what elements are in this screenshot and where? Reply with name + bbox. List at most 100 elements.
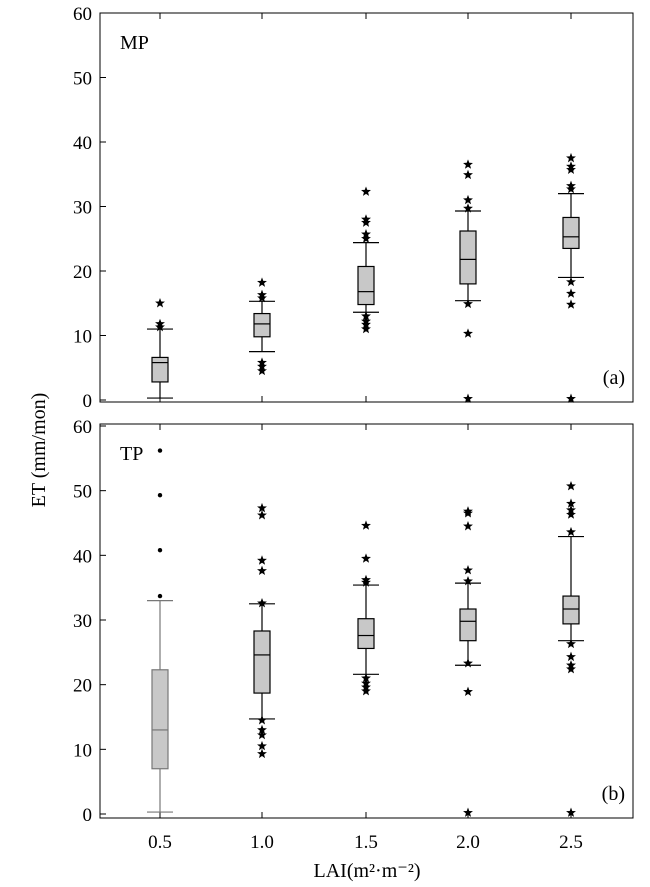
panel-tag: (b)	[602, 783, 625, 805]
outlier-point	[155, 321, 165, 332]
outlier-point	[257, 361, 267, 371]
outlier-point	[361, 319, 371, 329]
box-1.5	[353, 186, 379, 334]
outlier-point	[361, 520, 371, 530]
outlier-point	[566, 504, 576, 515]
y-tick-label: 50	[73, 482, 92, 503]
y-tick-label: 60	[73, 4, 92, 25]
outlier-point	[257, 729, 267, 740]
box-2.5	[558, 152, 584, 403]
outlier-point	[361, 214, 371, 224]
y-tick-label: 30	[73, 198, 92, 219]
box-1.0	[249, 502, 275, 759]
outlier-point	[361, 316, 371, 326]
box-body	[253, 312, 271, 338]
outlier-point	[463, 521, 473, 531]
outlier-point	[257, 357, 267, 367]
outlier-point	[463, 807, 473, 817]
outlier-point	[463, 194, 473, 205]
outlier-point	[155, 318, 165, 329]
y-axis-label: ET (mm/mon)	[28, 393, 50, 508]
x-tick-label: 1.5	[354, 832, 378, 853]
outlier-point	[463, 203, 473, 213]
outlier-point	[257, 292, 267, 303]
outlier-point	[257, 289, 267, 300]
outlier-point	[257, 748, 267, 759]
y-tick-label: 20	[73, 262, 92, 283]
x-tick-labels: 0.5 1.0 1.5 2.0 2.5	[148, 832, 583, 853]
outlier-point	[361, 682, 371, 692]
outlier-point	[361, 678, 371, 688]
box-body	[151, 356, 169, 383]
outlier-point	[257, 715, 267, 725]
outlier-point	[361, 229, 371, 239]
y-tick-label: 20	[73, 676, 92, 697]
outlier-point	[463, 686, 473, 696]
box-body	[253, 630, 271, 694]
y-tick-label: 40	[73, 546, 92, 567]
panel-name: MP	[120, 32, 149, 54]
box-body	[151, 669, 169, 770]
panel-mp: 0 10 20 30 40 50 60 MP (a)	[73, 4, 634, 412]
box-2.0	[455, 159, 481, 403]
outlier-point	[157, 547, 163, 553]
panel-tp: 0 10 20 30 40 50 60 TP (b)	[73, 417, 634, 826]
outlier-point	[361, 233, 371, 243]
outlier-point	[257, 555, 267, 565]
box-body	[562, 216, 580, 250]
outlier-point	[463, 506, 473, 516]
x-axis-label: LAI(m²·m⁻²)	[314, 860, 421, 882]
outlier-point	[566, 393, 576, 403]
box-2.0	[455, 506, 481, 817]
outlier-point	[566, 526, 576, 537]
outlier-point	[361, 186, 371, 196]
outlier-point	[361, 574, 371, 585]
outlier-point	[566, 498, 576, 508]
y-tick-label: 60	[73, 417, 92, 438]
outlier-point	[463, 576, 473, 586]
y-tick-label: 0	[83, 805, 93, 826]
outlier-point	[566, 660, 576, 670]
box-0.5	[147, 448, 173, 813]
outlier-point	[257, 277, 267, 287]
outlier-point	[463, 565, 473, 575]
outlier-point	[566, 152, 576, 163]
outlier-point	[155, 298, 165, 308]
outlier-point	[566, 638, 576, 649]
outlier-point	[566, 299, 576, 309]
x-tick-label: 0.5	[148, 832, 172, 853]
box-1.5	[353, 520, 379, 696]
outlier-point	[257, 502, 267, 513]
x-tick-label: 2.0	[456, 832, 480, 853]
outlier-point	[566, 807, 576, 817]
outlier-point	[566, 663, 576, 674]
outlier-point	[566, 651, 576, 662]
outlier-point	[566, 276, 576, 287]
outlier-point	[157, 492, 163, 498]
outlier-point	[157, 593, 163, 599]
box-body	[459, 608, 477, 642]
outlier-point	[463, 159, 473, 169]
box-body	[562, 595, 580, 625]
y-tick-label: 10	[73, 327, 92, 348]
outlier-point	[257, 740, 267, 751]
outlier-point	[566, 183, 576, 194]
box-body	[459, 230, 477, 285]
outlier-point	[361, 685, 371, 696]
box-body	[357, 618, 375, 650]
outlier-point	[257, 724, 267, 735]
outlier-point	[361, 310, 371, 321]
outlier-point	[566, 180, 576, 191]
box-body	[357, 265, 375, 306]
outlier-point	[463, 393, 473, 403]
outlier-point	[257, 597, 267, 608]
outlier-point	[257, 365, 267, 376]
outlier-point	[566, 480, 576, 491]
outlier-point	[257, 510, 267, 520]
y-tick-label: 50	[73, 69, 92, 90]
box-2.5	[558, 480, 584, 817]
outlier-point	[566, 164, 576, 174]
outlier-point	[361, 673, 371, 683]
y-tick-label: 0	[83, 391, 93, 412]
outlier-point	[566, 161, 576, 171]
